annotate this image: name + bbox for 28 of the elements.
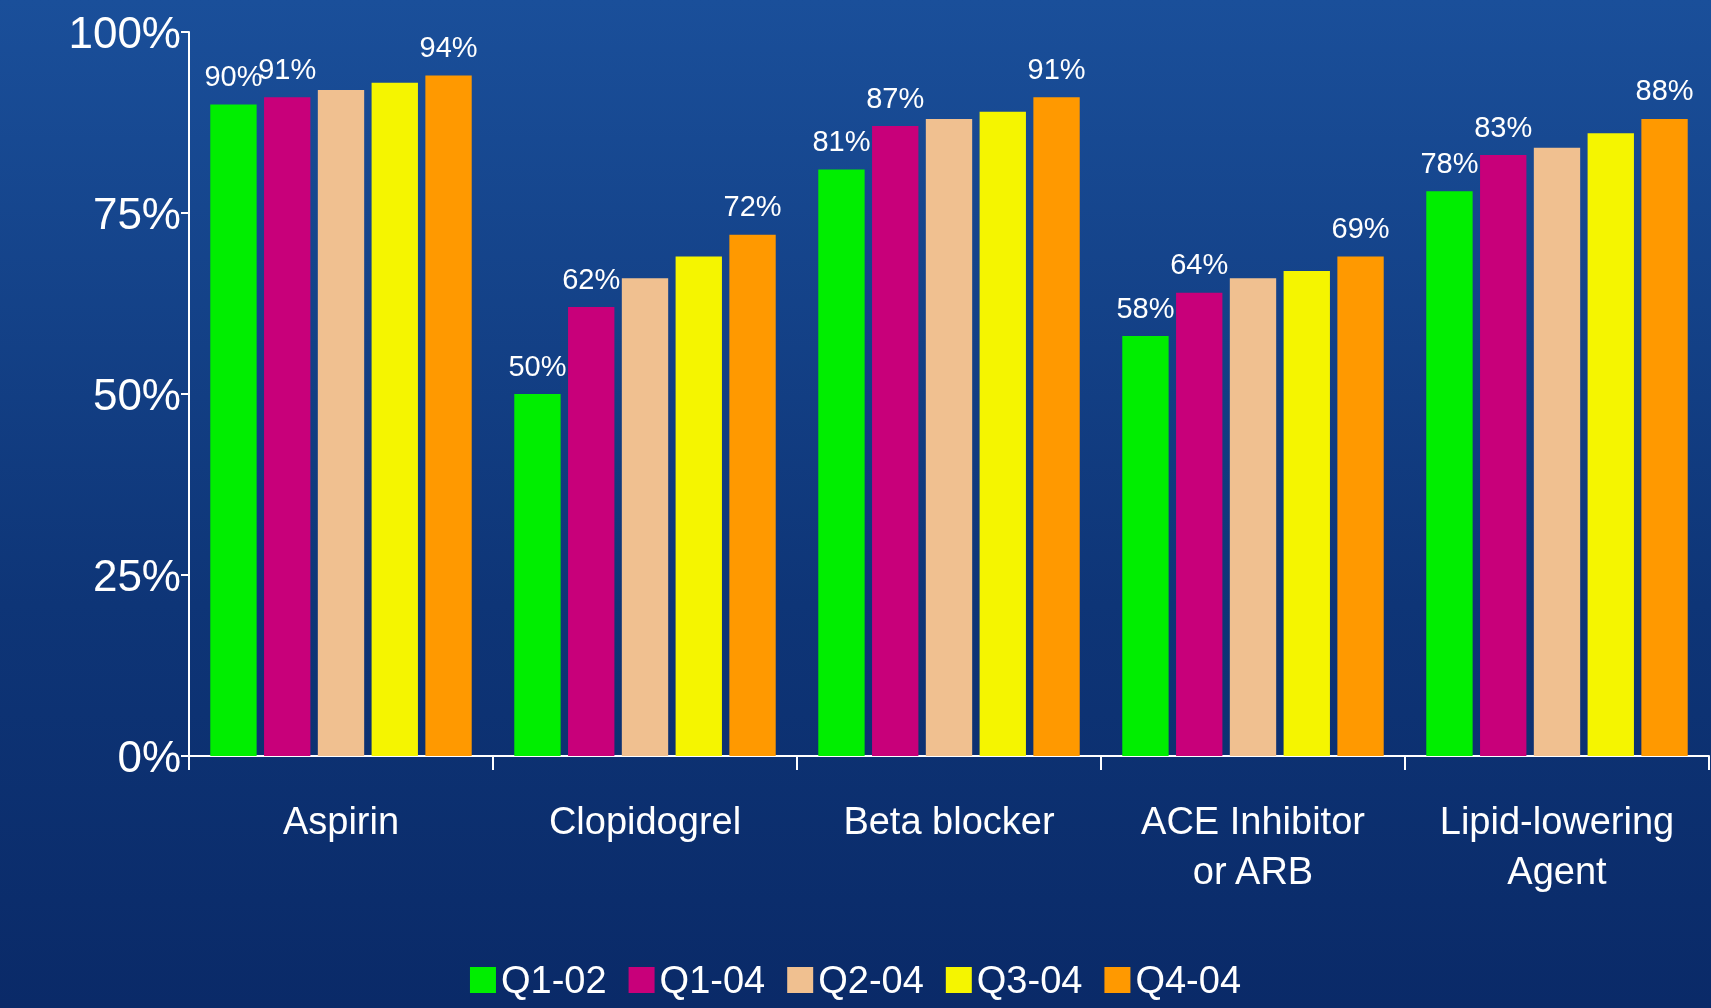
y-tick-label: 100% [68,7,181,57]
data-label: 64% [1170,248,1229,281]
data-label: 58% [1116,291,1175,324]
legend-label: Q1-04 [659,959,766,1001]
data-label: 72% [723,190,782,223]
data-label: 69% [1331,211,1390,244]
y-tick-label: 0% [117,731,181,781]
x-tick-label: Aspirin [282,800,400,842]
legend-label: Q2-04 [818,959,924,1001]
x-tick-label: ACE Inhibitor or ARB [1141,800,1366,892]
y-tick-label: 25% [92,550,181,600]
x-tick-label: Clopidogrel [548,800,742,842]
legend-label: Q4-04 [1135,959,1242,1001]
legend-label: Q1-02 [500,959,607,1001]
data-label: 83% [1474,110,1533,143]
y-tick-label: 50% [92,369,181,419]
x-tick-label: Lipid-lowering Agent [1439,800,1675,892]
legend-label: Q3-04 [976,959,1083,1001]
data-label: 78% [1420,146,1479,179]
x-tick-label: Beta blocker [843,800,1055,842]
data-label: 62% [562,262,621,295]
data-label: 87% [866,81,925,114]
data-label: 94% [419,30,478,63]
y-tick-label: 75% [92,188,181,238]
data-label: 81% [812,125,871,158]
data-label: 50% [508,349,567,382]
data-label: 91% [1027,52,1086,85]
data-label: 88% [1635,74,1694,107]
